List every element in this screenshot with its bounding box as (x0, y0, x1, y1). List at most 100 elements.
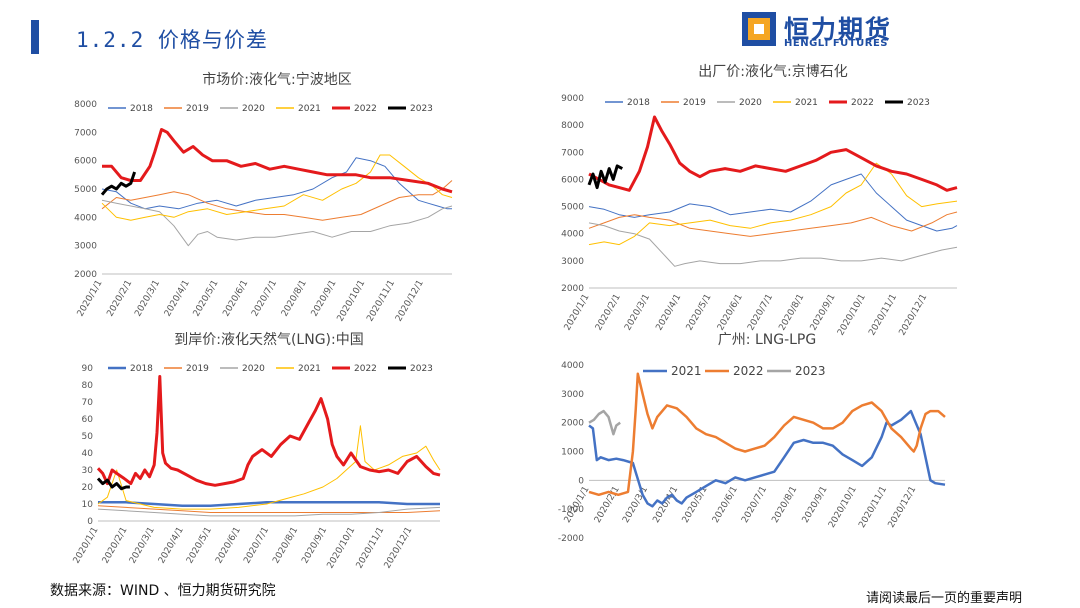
legend-label-2021: 2021 (795, 98, 818, 108)
y-tick-label: 30 (82, 466, 94, 476)
chart-title: 市场价:液化气:宁波地区 (202, 71, 351, 88)
legend-label-2022: 2022 (851, 98, 874, 108)
y-tick-label: 7000 (561, 148, 584, 158)
chart-title: 广州: LNG-LPG (718, 332, 816, 348)
x-tick-label: 2020/10/1 (827, 485, 859, 530)
series-line-2020 (101, 199, 453, 247)
series-line-2022 (588, 372, 946, 497)
y-tick-label: 90 (82, 364, 94, 374)
series-line-2022 (96, 375, 441, 487)
y-tick-label: 3000 (561, 257, 584, 267)
series-line-2021 (101, 154, 453, 221)
y-tick-label: 80 (82, 381, 94, 391)
chart-title: 到岸价:液化天然气(LNG):中国 (174, 331, 363, 348)
x-tick-label: 2020/8/1 (280, 279, 309, 319)
legend-label-2023: 2023 (795, 364, 826, 378)
x-tick-label: 2020/2/1 (105, 279, 134, 319)
x-tick-label: 2020/10/1 (336, 279, 368, 324)
x-tick-label: 2020/2/1 (594, 293, 623, 333)
x-tick-label: 2020/9/1 (801, 485, 830, 525)
y-tick-label: 2000 (561, 284, 584, 294)
legend-label-2022: 2022 (354, 104, 377, 114)
x-tick-label: 2020/5/1 (681, 485, 710, 525)
legend-label-2019: 2019 (683, 98, 706, 108)
company-logo: 恒力期货 HENGLI FUTURES (742, 12, 912, 52)
y-tick-label: 2000 (561, 419, 584, 429)
series-line-2022 (588, 115, 958, 192)
legend-label-2019: 2019 (186, 104, 209, 114)
x-tick-label: 2020/4/1 (654, 293, 683, 333)
chart-svg: 广州: LNG-LPG -2000 -1000 0 1000 2000 3000 4000 20… (558, 332, 946, 544)
x-tick-label: 2020/11/1 (365, 279, 397, 324)
x-tick-label: 2020/7/1 (242, 526, 271, 566)
logo-mark-icon (742, 12, 776, 46)
legend-label-2020: 2020 (739, 98, 762, 108)
y-tick-label: 3000 (561, 390, 584, 400)
series-line-2023 (100, 171, 137, 196)
x-tick-label: 2020/7/1 (740, 485, 769, 525)
logo-chinese-name: 恒力期货 (784, 15, 893, 44)
x-tick-label: 2020/4/1 (157, 526, 186, 566)
x-tick-label: 2020/1/1 (72, 526, 101, 566)
series-line-2023 (588, 409, 621, 436)
x-tick-label: 2020/4/1 (163, 279, 192, 319)
y-tick-label: 0 (578, 476, 584, 486)
section-title: 1.2.2 价格与价差 (76, 28, 268, 52)
legend-label-2023: 2023 (907, 98, 930, 108)
y-tick-label: 20 (82, 483, 94, 493)
x-tick-label: 2020/2/1 (593, 485, 622, 525)
y-tick-label: 9000 (561, 94, 584, 104)
y-tick-label: 4000 (561, 361, 584, 371)
y-tick-label: 7000 (74, 128, 97, 138)
series-line-2020 (97, 506, 441, 517)
series-line-2022 (102, 128, 453, 194)
disclaimer-note: 请阅读最后一页的重要声明 (866, 591, 1023, 606)
legend-label-2021: 2021 (298, 364, 321, 374)
x-tick-label: 2020/9/1 (809, 293, 838, 333)
logo-english-name: HENGLI FUTURES (784, 38, 888, 49)
x-tick-label: 2020/8/1 (271, 526, 300, 566)
x-tick-label: 2020/6/1 (221, 279, 250, 319)
x-tick-label: 2020/5/1 (192, 279, 221, 319)
x-tick-label: 2020/2/1 (101, 526, 130, 566)
chart-jingbo-lpg-ex-factory-price: 出厂价:液化气:京博石化 2000 3000 4000 5000 6000 7000 8000… (555, 60, 965, 337)
x-tick-label: 2020/7/1 (250, 279, 279, 319)
y-tick-label: 0 (87, 517, 93, 527)
x-tick-label: 2020/8/1 (770, 485, 799, 525)
y-tick-label: 10 (82, 500, 94, 510)
y-tick-label: 5000 (74, 185, 97, 195)
x-tick-label: 2020/5/1 (185, 526, 214, 566)
chart-title: 出厂价:液化气:京博石化 (698, 63, 847, 80)
x-tick-label: 2020/3/1 (621, 485, 650, 525)
legend-label-2018: 2018 (627, 98, 650, 108)
chart-guangzhou-lng-lpg-spread: 广州: LNG-LPG -2000 -1000 0 1000 2000 3000 4000 20… (555, 330, 965, 580)
y-tick-label: -2000 (558, 534, 584, 544)
y-tick-label: 60 (82, 415, 94, 425)
y-tick-label: 50 (82, 432, 94, 442)
legend-label-2020: 2020 (242, 104, 265, 114)
legend-label-2018: 2018 (130, 104, 153, 114)
x-tick-label: 2020/11/1 (355, 526, 387, 571)
y-tick-label: 1000 (561, 448, 584, 458)
series-line-2021 (588, 409, 946, 508)
legend-label-2022: 2022 (733, 364, 764, 378)
x-tick-label: 2020/1/1 (563, 293, 592, 333)
legend-label-2021: 2021 (298, 104, 321, 114)
chart-svg: 市场价:液化气:宁波地区 2000 3000 4000 5000 6000 7000 8000… (74, 71, 453, 323)
x-tick-label: 2020/12/1 (383, 526, 415, 571)
x-tick-label: 2020/6/1 (716, 293, 745, 333)
y-tick-label: 2000 (74, 270, 97, 280)
y-tick-label: 70 (82, 398, 94, 408)
series-line-2023 (587, 164, 624, 190)
x-tick-label: 2020/8/1 (777, 293, 806, 333)
legend-label-2022: 2022 (354, 364, 377, 374)
x-tick-label: 2020/1/1 (76, 279, 105, 319)
chart-svg: 到岸价:液化天然气(LNG):中国 0 10 20 30 40 50 60 70 80 90 2020… (72, 331, 441, 570)
legend-label-2023: 2023 (410, 104, 433, 114)
y-tick-label: 4000 (74, 213, 97, 223)
x-tick-label: 2020/3/1 (623, 293, 652, 333)
y-tick-label: 3000 (74, 242, 97, 252)
x-tick-label: 2020/6/1 (214, 526, 243, 566)
data-source-note: 数据来源：WIND 、恒力期货研究院 (50, 583, 276, 599)
y-tick-label: 8000 (74, 100, 97, 110)
